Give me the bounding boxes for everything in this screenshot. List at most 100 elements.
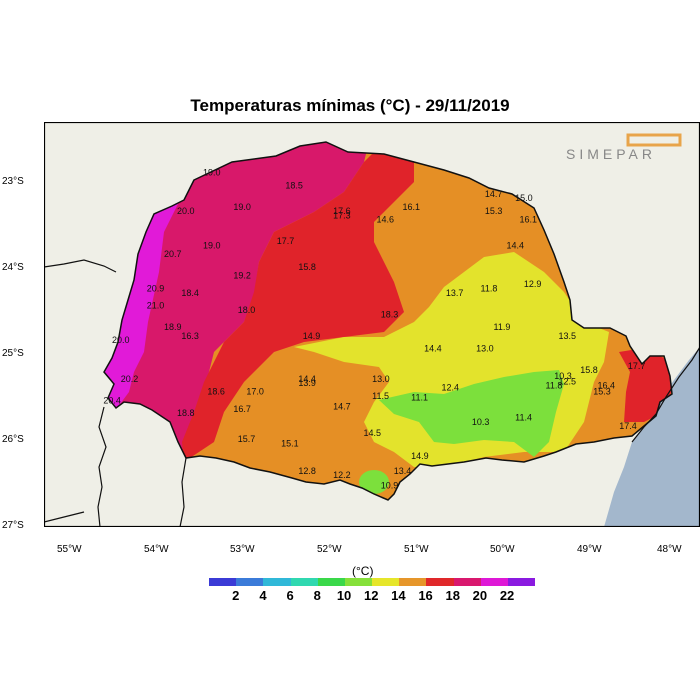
colorbar-swatch <box>344 578 373 586</box>
station-value: 14.4 <box>298 374 316 384</box>
station-value: 15.3 <box>593 387 611 397</box>
station-value: 18.5 <box>285 180 303 190</box>
station-value: 15.3 <box>485 206 503 216</box>
station-value: 20.9 <box>147 284 165 294</box>
station-value: 13.5 <box>559 331 577 341</box>
station-value: 13.9 <box>298 378 316 388</box>
station-value: 14.5 <box>363 428 381 438</box>
station-value: 11.4 <box>515 413 532 423</box>
colorbar-tick-label: 10 <box>336 588 352 603</box>
colorbar-tick-label: 22 <box>499 588 515 603</box>
border-ms <box>44 259 117 273</box>
station-value: 17.7 <box>628 361 646 371</box>
station-value: 12.9 <box>524 279 542 289</box>
station-value: 20.4 <box>103 395 121 405</box>
station-value: 15.8 <box>298 262 316 272</box>
station-value: 12.4 <box>441 382 459 392</box>
lon-label-53w: 53°W <box>230 544 255 555</box>
colorbar-swatch <box>209 578 237 586</box>
colorbar-tick-label: 12 <box>364 588 379 603</box>
lat-label-24s: 24°S <box>2 262 24 273</box>
station-value: 12.5 <box>559 376 577 386</box>
station-value: 19.2 <box>233 271 251 281</box>
colorbar-swatch <box>317 578 345 586</box>
lon-label-54w: 54°W <box>144 544 169 555</box>
station-value: 17.4 <box>619 421 637 431</box>
coastline <box>631 346 700 443</box>
lat-label-23s: 23°S <box>2 176 24 187</box>
lon-label-51w: 51°W <box>404 544 429 555</box>
station-value: 19.0 <box>203 167 221 177</box>
colorbar-tick-label: 16 <box>418 588 433 603</box>
station-value: 15.8 <box>580 365 598 375</box>
station-value: 21.0 <box>147 301 165 311</box>
station-value: 20.0 <box>112 335 130 345</box>
station-value: 18.4 <box>181 288 199 298</box>
border-sw <box>44 511 85 523</box>
colorbar-tick-label: 18 <box>445 588 460 603</box>
colorbar-swatch <box>453 578 481 586</box>
colorbar-swatch <box>372 578 400 586</box>
station-value: 13.4 <box>394 466 412 476</box>
lat-label-25s: 25°S <box>2 348 24 359</box>
border-argentina <box>179 457 187 527</box>
lon-label-55w: 55°W <box>57 544 82 555</box>
station-value: 14.9 <box>411 451 429 461</box>
station-value: 14.7 <box>333 401 351 411</box>
colorbar-swatch <box>480 578 508 586</box>
station-value: 16.7 <box>233 404 251 414</box>
station-value: 11.9 <box>494 322 511 332</box>
station-value: 15.0 <box>515 193 533 203</box>
station-value: 14.4 <box>424 344 442 354</box>
colorbar-swatch <box>426 578 454 586</box>
lat-label-27s: 27°S <box>2 520 24 531</box>
station-value: 10.9 <box>381 480 399 490</box>
colorbar-tick-label: 14 <box>391 588 406 603</box>
station-value: 20.0 <box>177 206 195 216</box>
station-value: 16.1 <box>402 202 420 212</box>
station-value: 14.9 <box>303 331 321 341</box>
station-values: 19.0 18.5 20.0 19.0 17.617.3 14.6 16.1 14.7 15.0… <box>103 167 645 490</box>
colorbar-tick-label: 2 <box>232 588 240 603</box>
colorbar-swatch <box>290 578 318 586</box>
lon-label-50w: 50°W <box>490 544 515 555</box>
station-value: 14.6 <box>376 215 394 225</box>
station-value: 17.6 <box>333 206 351 216</box>
colorbar-unit: (°C) <box>352 564 374 578</box>
station-value: 14.4 <box>507 241 525 251</box>
station-value: 19.0 <box>203 241 221 251</box>
station-value: 18.8 <box>177 408 195 418</box>
station-value: 16.3 <box>181 331 199 341</box>
field-10-12 <box>379 370 564 457</box>
station-value: 18.0 <box>238 305 256 315</box>
lon-label-48w: 48°W <box>657 544 682 555</box>
lon-label-49w: 49°W <box>577 544 602 555</box>
station-value: 11.8 <box>480 284 497 294</box>
colorbar-swatch <box>263 578 291 586</box>
station-value: 16.4 <box>598 381 616 391</box>
station-value: 15.7 <box>238 434 256 444</box>
border-argentina-west <box>97 406 107 527</box>
colorbar-tick-label: 6 <box>286 588 294 603</box>
colorbar-tick-label: 8 <box>313 588 321 603</box>
temperature-map: 19.0 18.5 20.0 19.0 17.617.3 14.6 16.1 14.7 15.0… <box>44 122 700 527</box>
svg-text:SIMEPAR: SIMEPAR <box>566 146 656 162</box>
colorbar-swatch <box>507 578 536 586</box>
colorbar-swatch <box>399 578 427 586</box>
station-value: 11.8 <box>546 381 563 391</box>
colorbar <box>209 578 536 586</box>
field-16-18-red <box>182 152 414 462</box>
station-value: 10.3 <box>472 417 490 427</box>
station-value: 19.0 <box>233 202 251 212</box>
station-value: 13.0 <box>476 344 494 354</box>
colorbar-tick-label: 20 <box>472 588 488 603</box>
station-value: 13.0 <box>372 374 390 384</box>
station-value: 10.3 <box>554 371 572 381</box>
station-value: 18.6 <box>207 387 225 397</box>
station-value: 17.7 <box>277 236 295 246</box>
station-value: 14.7 <box>485 189 503 199</box>
station-value: 11.5 <box>372 391 389 401</box>
station-value: 16.1 <box>520 215 538 225</box>
station-value: 20.2 <box>121 374 139 384</box>
station-value: 11.1 <box>411 393 428 403</box>
